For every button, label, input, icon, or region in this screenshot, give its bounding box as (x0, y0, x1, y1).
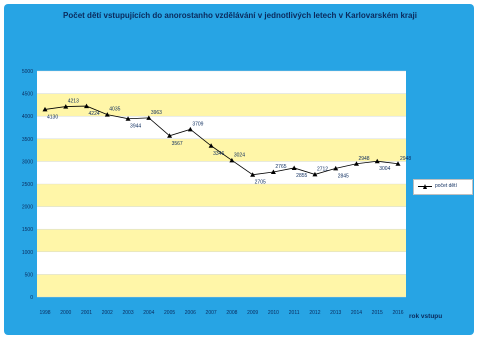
y-tick-label: 4500 (22, 92, 33, 98)
x-tick-label: 1998 (39, 310, 50, 316)
data-label: 4224 (89, 111, 100, 117)
x-tick-label: 2005 (164, 310, 175, 316)
x-tick-label: 2013 (330, 310, 341, 316)
data-point-marker (187, 126, 193, 132)
legend-marker-icon (423, 184, 427, 189)
data-label: 2855 (296, 173, 307, 179)
x-tick-label: 2004 (143, 310, 154, 316)
y-tick-label: 3500 (22, 137, 33, 143)
plot-band (37, 206, 406, 230)
data-label: 2948 (400, 156, 411, 162)
plot-band (37, 71, 406, 94)
plot-band (37, 161, 406, 184)
x-tick-label: 2016 (392, 310, 403, 316)
y-tick-label: 1500 (22, 227, 33, 233)
data-point-marker (270, 169, 276, 175)
y-tick-label: 4000 (22, 114, 33, 120)
data-point-marker (167, 133, 173, 138)
x-axis-title: rok vstupu (409, 313, 443, 320)
data-point-marker (208, 143, 214, 148)
x-tick-label: 2000 (60, 310, 71, 316)
data-label: 4035 (109, 107, 120, 113)
y-tick-label: 1000 (22, 250, 33, 256)
data-label: 2845 (338, 173, 349, 179)
data-label: 2705 (255, 180, 266, 186)
data-label: 4213 (68, 99, 79, 105)
plot-band (37, 251, 406, 275)
x-tick-label: 2001 (81, 310, 92, 316)
series-line (44, 105, 399, 176)
x-tick-label: 2003 (122, 310, 133, 316)
plot-band (37, 274, 406, 297)
data-label: 3944 (130, 124, 141, 130)
x-tick-label: 2008 (226, 310, 237, 316)
data-label: 3024 (234, 152, 245, 158)
data-label: 3963 (151, 110, 162, 116)
data-label: 3709 (192, 121, 203, 127)
data-point-marker (229, 157, 235, 163)
y-tick-label: 2500 (22, 182, 33, 188)
plot-band (37, 93, 406, 117)
data-label: 3567 (172, 141, 183, 147)
data-point-marker (42, 106, 48, 112)
x-tick-label: 2011 (289, 310, 300, 316)
data-point-marker (312, 171, 318, 177)
data-label: 4130 (47, 114, 58, 120)
data-label: 2765 (275, 164, 286, 170)
x-tick-label: 2009 (247, 310, 258, 316)
data-label: 2712 (317, 166, 328, 172)
data-label: 3004 (379, 166, 390, 172)
data-point-marker (250, 172, 256, 177)
legend-series-label: počet dětí (435, 183, 457, 189)
y-tick-label: 2000 (22, 205, 33, 211)
y-tick-label: 3000 (22, 159, 33, 165)
x-tick-label: 2014 (351, 310, 362, 316)
x-tick-label: 2006 (185, 310, 196, 316)
data-label: 3346 (213, 151, 224, 157)
plot-band (37, 184, 406, 207)
data-point-marker (333, 165, 339, 171)
data-point-marker (84, 103, 90, 109)
data-point-marker (146, 115, 152, 120)
x-tick-label: 2010 (268, 310, 279, 316)
x-tick-label: 2002 (102, 310, 113, 316)
data-point-marker (395, 161, 401, 166)
x-tick-label: 2012 (309, 310, 320, 316)
plot-band (37, 138, 406, 162)
y-tick-label: 0 (30, 295, 33, 301)
data-point-marker (63, 104, 69, 109)
plot-band (37, 116, 406, 139)
legend: počet dětí (413, 179, 473, 195)
data-point-marker (125, 116, 131, 121)
data-label: 2948 (358, 156, 369, 162)
x-tick-label: 2015 (372, 310, 383, 316)
chart-title: Počet dětí vstupujících do anorostanho v… (63, 11, 417, 20)
y-tick-label: 500 (25, 272, 34, 278)
data-point-marker (291, 165, 297, 170)
y-tick-label: 5000 (22, 69, 33, 75)
plot-band (37, 229, 406, 252)
data-point-marker (353, 161, 359, 166)
data-point-marker (374, 158, 380, 164)
data-point-marker (104, 112, 110, 117)
x-tick-label: 2007 (206, 310, 217, 316)
